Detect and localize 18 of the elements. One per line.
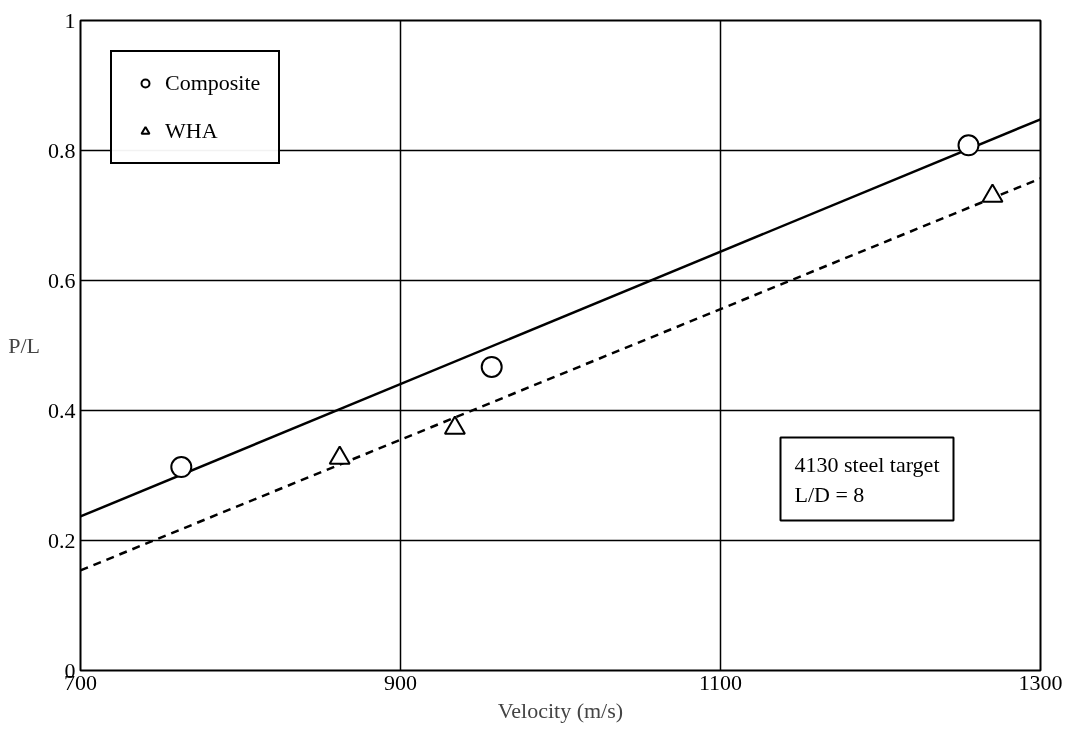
point bbox=[443, 415, 466, 435]
x-tick-label: 1100 bbox=[698, 669, 743, 695]
y-tick-label: 1 bbox=[64, 7, 76, 33]
point bbox=[328, 445, 351, 465]
x-tick-label: 1300 bbox=[1018, 669, 1063, 695]
annotation: 4130 steel target bbox=[794, 451, 940, 477]
point bbox=[957, 134, 980, 157]
y-tick-label: 0.6 bbox=[48, 267, 76, 293]
x-tick-label: 900 bbox=[384, 669, 417, 695]
y-axis-title: P/L bbox=[8, 333, 41, 358]
annotation: L/D = 8 bbox=[794, 481, 865, 507]
y-tick-label: 0.2 bbox=[48, 527, 76, 553]
y-tick-label: 0.4 bbox=[48, 397, 76, 423]
y-tick-label: 0.8 bbox=[48, 137, 76, 163]
point bbox=[480, 355, 503, 378]
legend-label: WHA bbox=[165, 118, 218, 144]
x-axis-title: Velocity (m/s) bbox=[497, 697, 624, 723]
legend-label: Composite bbox=[165, 70, 261, 96]
